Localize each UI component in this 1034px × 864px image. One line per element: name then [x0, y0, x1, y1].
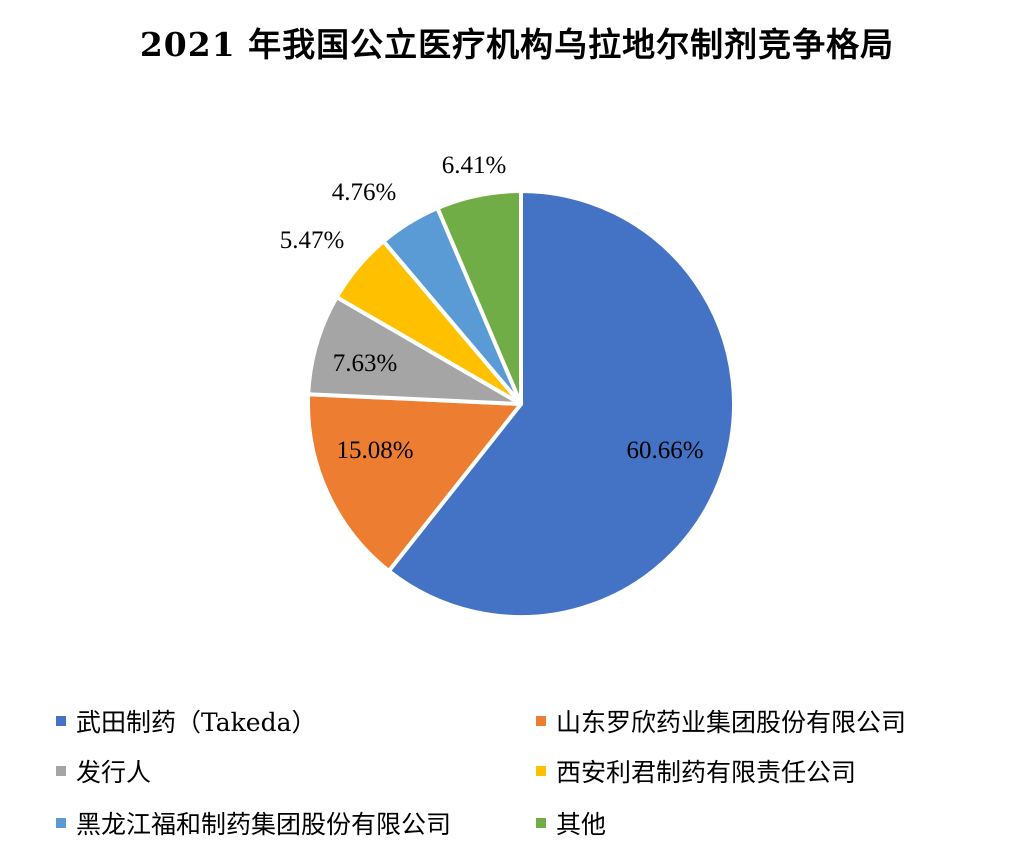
data-label-5: 4.76%	[332, 179, 397, 206]
pie-data-labels: 60.66% 15.08% 7.63% 5.47% 4.76% 6.41%	[280, 152, 704, 464]
pie-slice-6	[435, 189, 523, 406]
data-label-4: 5.47%	[280, 227, 345, 254]
pie-slice-1	[386, 189, 736, 619]
data-label-3: 7.63%	[333, 350, 398, 377]
pie-slices	[306, 189, 736, 619]
pie-slice-2	[306, 392, 523, 574]
chart-title: 2021 年我国公立医疗机构乌拉地尔制剂竞争格局	[139, 25, 895, 64]
data-label-1: 60.66%	[626, 437, 703, 464]
data-label-6: 6.41%	[442, 152, 507, 179]
data-label-2: 15.08%	[336, 437, 413, 464]
